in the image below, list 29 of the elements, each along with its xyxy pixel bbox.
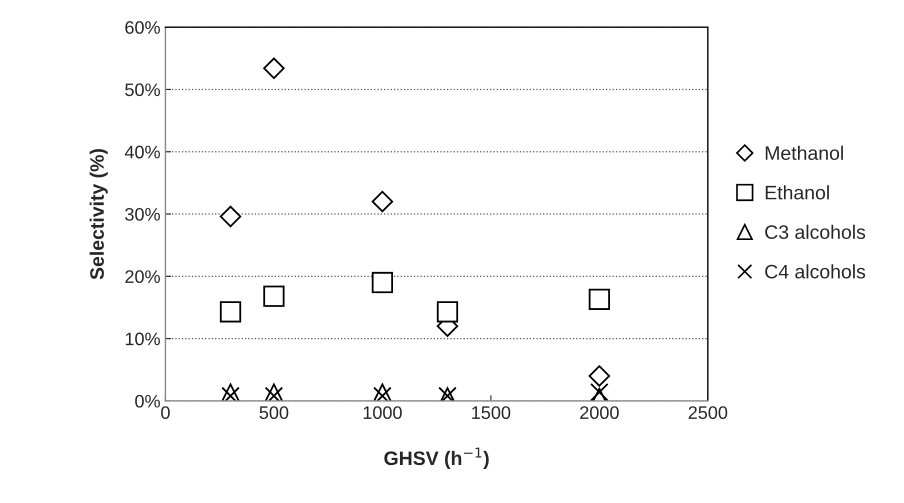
legend-label: Methanol xyxy=(766,146,843,160)
x-tick-label: 500 xyxy=(260,406,288,420)
x-tick-label: 1000 xyxy=(364,406,402,420)
point xyxy=(372,272,394,294)
legend-label: Ethanol xyxy=(766,185,829,200)
x-tick-label: 1500 xyxy=(472,406,510,420)
point xyxy=(588,288,610,310)
y-tick-label: 10% xyxy=(126,332,160,346)
point xyxy=(220,301,242,322)
y-tick-label: 20% xyxy=(125,270,160,284)
point xyxy=(590,382,609,401)
point xyxy=(263,58,285,79)
x-tick-label: 2500 xyxy=(688,406,728,420)
x-tick-label: 2000 xyxy=(580,406,619,420)
y-axis-title: Selectivity (%) xyxy=(90,149,108,280)
point xyxy=(263,286,285,307)
y-tick-label: 60% xyxy=(125,21,160,34)
y-tick-label: 30% xyxy=(125,208,160,221)
y-tick-label: 40% xyxy=(124,146,160,158)
point xyxy=(436,301,458,322)
legend-label: C3 alcohols xyxy=(765,224,866,240)
x-axis-title: GHSV (h$^{−1}$) xyxy=(384,448,489,469)
point xyxy=(372,190,394,212)
x-tick-label: 0 xyxy=(161,406,170,420)
legend-label: C4 alcohols xyxy=(765,264,866,279)
y-tick-label: 0% xyxy=(135,394,160,408)
point xyxy=(220,206,242,228)
point xyxy=(588,365,610,387)
y-tick-label: 50% xyxy=(125,83,160,96)
